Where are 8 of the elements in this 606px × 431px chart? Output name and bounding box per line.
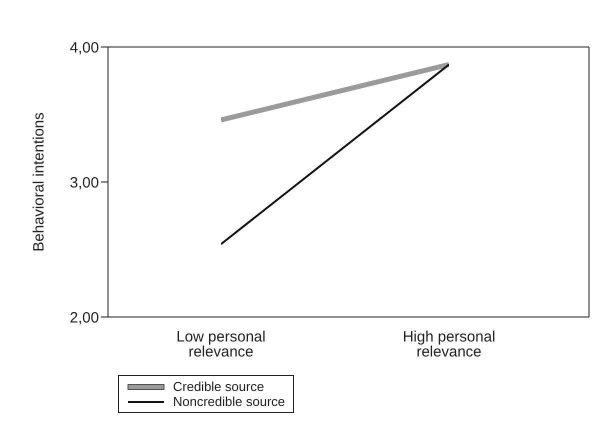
x-tick-label: Low personal relevance: [176, 328, 266, 361]
y-tick-label: 3,00: [70, 174, 99, 192]
y-tick-label: 4,00: [70, 39, 99, 56]
y-axis-title: Behavioral intentions: [30, 112, 48, 252]
legend-label: Noncredible source: [173, 394, 286, 409]
legend-label: Credible source: [173, 379, 264, 394]
x-tick-label: High personal relevance: [402, 328, 496, 361]
y-tick-label: 2,00: [70, 309, 99, 326]
